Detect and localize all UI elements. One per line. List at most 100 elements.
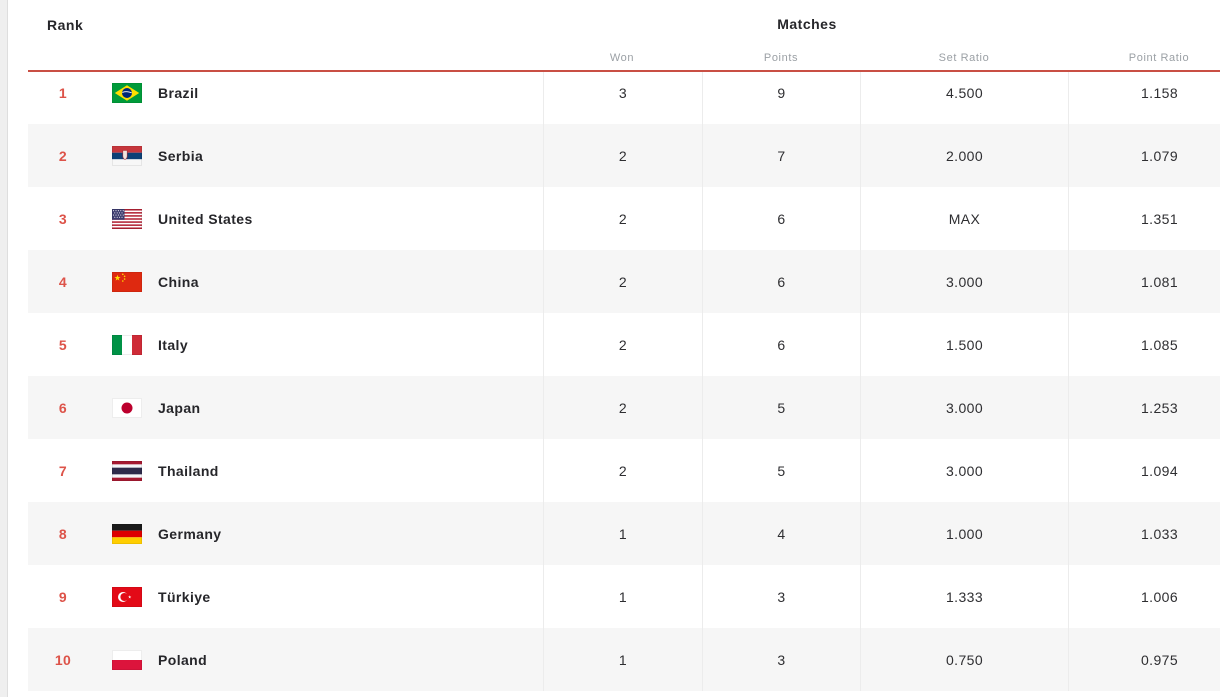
rank-number: 7 (58, 462, 68, 479)
flag-thailand-icon (112, 460, 142, 481)
set-ratio-column-header: Set Ratio (938, 52, 990, 64)
won-cell: 2 (543, 250, 702, 313)
team-cell: 10 Poland (28, 628, 543, 691)
table-row[interactable]: 7 Thailand 2 5 3.000 1.094 (28, 439, 1220, 502)
rank-number: 2 (58, 147, 68, 164)
table-row[interactable]: 8 Germany 1 4 1.000 1.033 (28, 502, 1220, 565)
flag-china-icon (112, 271, 142, 292)
won-cell: 2 (543, 376, 702, 439)
flag-brazil-icon (112, 82, 142, 103)
table-body: 1 Brazil 3 9 4.500 1.158 2 Serbia 2 7 2.000 1.079 3 U… (28, 61, 1220, 691)
rank-number: 9 (58, 588, 68, 605)
point-ratio-cell: 1.094 (1068, 439, 1220, 502)
flag-germany-icon (112, 523, 142, 544)
won-cell: 1 (543, 565, 702, 628)
points-cell: 5 (702, 376, 860, 439)
set-ratio-cell: 2.000 (860, 124, 1068, 187)
points-cell: 6 (702, 187, 860, 250)
set-ratio-cell: 3.000 (860, 250, 1068, 313)
points-cell: 9 (702, 61, 860, 124)
table-row[interactable]: 9 Türkiye 1 3 1.333 1.006 (28, 565, 1220, 628)
points-cell: 6 (702, 313, 860, 376)
team-cell: 3 United States (28, 187, 543, 250)
set-ratio-cell: 0.750 (860, 628, 1068, 691)
point-ratio-cell: 1.081 (1068, 250, 1220, 313)
flag-serbia-icon (112, 145, 142, 166)
points-cell: 3 (702, 628, 860, 691)
point-ratio-column-header: Point Ratio (1128, 52, 1190, 64)
flag-united-states-icon (112, 208, 142, 229)
team-name: Serbia (158, 147, 204, 164)
won-cell: 3 (543, 61, 702, 124)
rank-number: 1 (58, 84, 68, 101)
point-ratio-cell: 1.351 (1068, 187, 1220, 250)
rank-number: 4 (58, 273, 68, 290)
rank-number: 5 (58, 336, 68, 353)
rank-number: 8 (58, 525, 68, 542)
point-ratio-cell: 0.975 (1068, 628, 1220, 691)
table-row[interactable]: 6 Japan 2 5 3.000 1.253 (28, 376, 1220, 439)
points-cell: 4 (702, 502, 860, 565)
team-name: Poland (158, 651, 208, 668)
rank-column-header: Rank (47, 17, 84, 33)
team-cell: 9 Türkiye (28, 565, 543, 628)
team-name: Japan (158, 399, 201, 416)
point-ratio-cell: 1.079 (1068, 124, 1220, 187)
team-name: Thailand (158, 462, 219, 479)
set-ratio-cell: 1.500 (860, 313, 1068, 376)
set-ratio-cell: 1.000 (860, 502, 1068, 565)
points-cell: 7 (702, 124, 860, 187)
table-row[interactable]: 3 United States 2 6 MAX 1.351 (28, 187, 1220, 250)
won-cell: 1 (543, 502, 702, 565)
team-cell: 2 Serbia (28, 124, 543, 187)
table-row[interactable]: 10 Poland 1 3 0.750 0.975 (28, 628, 1220, 691)
table-header: Rank Matches Won Points Set Ratio Point … (28, 0, 1220, 72)
standings-table: 1 Brazil 3 9 4.500 1.158 2 Serbia 2 7 2.000 1.079 3 U… (28, 0, 1220, 697)
team-name: Türkiye (158, 588, 211, 605)
team-cell: 7 Thailand (28, 439, 543, 502)
team-cell: 4 China (28, 250, 543, 313)
left-gutter (0, 0, 8, 697)
set-ratio-cell: MAX (860, 187, 1068, 250)
point-ratio-cell: 1.253 (1068, 376, 1220, 439)
points-cell: 6 (702, 250, 860, 313)
rank-number: 3 (58, 210, 68, 227)
table-row[interactable]: 2 Serbia 2 7 2.000 1.079 (28, 124, 1220, 187)
team-cell: 5 Italy (28, 313, 543, 376)
set-ratio-cell: 3.000 (860, 376, 1068, 439)
set-ratio-cell: 1.333 (860, 565, 1068, 628)
team-name: United States (158, 210, 253, 227)
rank-number: 10 (54, 651, 72, 668)
team-cell: 6 Japan (28, 376, 543, 439)
flag-poland-icon (112, 649, 142, 670)
team-name: Italy (158, 336, 189, 353)
team-name: Brazil (158, 84, 199, 101)
won-cell: 2 (543, 313, 702, 376)
rank-number: 6 (58, 399, 68, 416)
team-cell: 8 Germany (28, 502, 543, 565)
team-name: Germany (158, 525, 222, 542)
matches-group-header: Matches (777, 16, 837, 32)
flag-italy-icon (112, 334, 142, 355)
won-cell: 2 (543, 187, 702, 250)
set-ratio-cell: 4.500 (860, 61, 1068, 124)
team-name: China (158, 273, 199, 290)
table-row[interactable]: 4 China 2 6 3.000 1.081 (28, 250, 1220, 313)
flag-japan-icon (112, 397, 142, 418)
point-ratio-cell: 1.033 (1068, 502, 1220, 565)
team-cell: 1 Brazil (28, 61, 543, 124)
won-column-header: Won (609, 52, 635, 64)
points-column-header: Points (763, 52, 799, 64)
point-ratio-cell: 1.006 (1068, 565, 1220, 628)
won-cell: 2 (543, 124, 702, 187)
points-cell: 5 (702, 439, 860, 502)
points-cell: 3 (702, 565, 860, 628)
won-cell: 1 (543, 628, 702, 691)
table-row[interactable]: 5 Italy 2 6 1.500 1.085 (28, 313, 1220, 376)
point-ratio-cell: 1.158 (1068, 61, 1220, 124)
point-ratio-cell: 1.085 (1068, 313, 1220, 376)
flag-turkiye-icon (112, 586, 142, 607)
set-ratio-cell: 3.000 (860, 439, 1068, 502)
won-cell: 2 (543, 439, 702, 502)
